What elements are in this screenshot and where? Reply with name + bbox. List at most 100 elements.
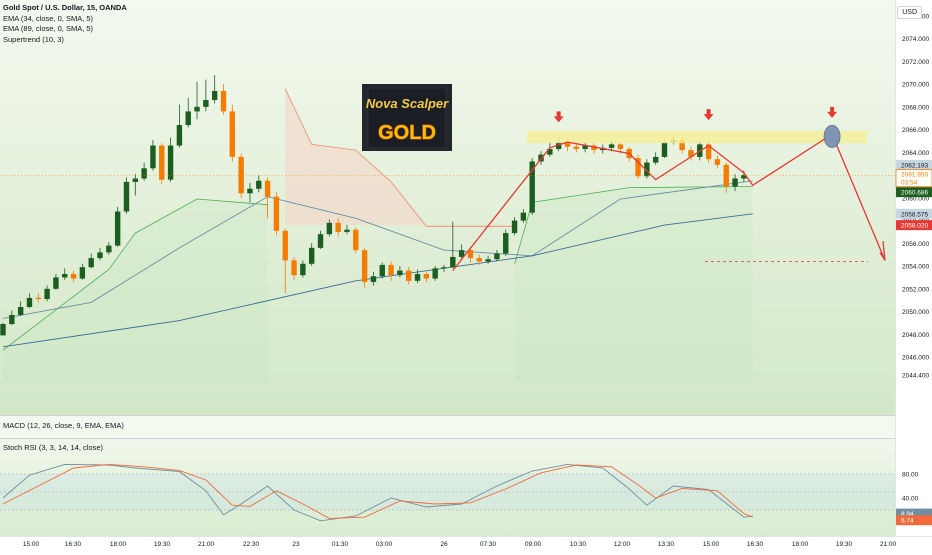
candle-body[interactable] xyxy=(167,145,174,180)
candle-body[interactable] xyxy=(203,100,209,107)
candle-body[interactable] xyxy=(317,234,324,248)
candle-body[interactable] xyxy=(150,145,156,169)
logo-subtitle: GOLD xyxy=(378,122,436,144)
candle-body[interactable] xyxy=(529,161,535,213)
candle-body[interactable] xyxy=(229,111,236,157)
candle-body[interactable] xyxy=(467,250,474,259)
resistance-zone[interactable] xyxy=(527,130,867,144)
candle-body[interactable] xyxy=(0,324,6,336)
candle-body[interactable] xyxy=(123,181,130,212)
candle-body[interactable] xyxy=(194,106,200,112)
ema89-price-tag-bg xyxy=(896,208,932,219)
candle-body[interactable] xyxy=(62,274,68,278)
supertrend-legend[interactable]: Supertrend (10, 3) xyxy=(3,34,64,44)
candle-body[interactable] xyxy=(247,188,253,194)
candle-body[interactable] xyxy=(441,267,447,269)
candle-body[interactable] xyxy=(370,276,377,282)
candle-body[interactable] xyxy=(344,229,350,232)
candle-body[interactable] xyxy=(494,253,500,260)
candle-body[interactable] xyxy=(53,277,59,289)
candle-body[interactable] xyxy=(361,250,368,282)
peak-marker[interactable] xyxy=(823,125,841,148)
candle-body[interactable] xyxy=(564,142,571,147)
time-axis[interactable] xyxy=(0,536,932,550)
symbol-title[interactable]: Gold Spot / U.S. Dollar, 15, OANDA xyxy=(3,3,127,12)
time-tick-label: 12:00 xyxy=(614,541,631,548)
candle-body[interactable] xyxy=(26,297,33,307)
candle-body[interactable] xyxy=(114,211,121,246)
candle-body[interactable] xyxy=(732,178,738,187)
candle-body[interactable] xyxy=(273,196,280,231)
candle-body[interactable] xyxy=(608,144,615,148)
candle-body[interactable] xyxy=(88,258,94,268)
candle-body[interactable] xyxy=(291,260,297,276)
candle-body[interactable] xyxy=(591,145,597,151)
time-tick-label: 21:00 xyxy=(880,541,897,548)
candle-body[interactable] xyxy=(414,274,421,281)
price-axis[interactable] xyxy=(895,0,932,536)
candle-body[interactable] xyxy=(309,247,315,264)
candle-body[interactable] xyxy=(282,230,288,261)
candle-body[interactable] xyxy=(688,150,694,157)
time-tick-label: 10:30 xyxy=(570,541,587,548)
candle-body[interactable] xyxy=(185,111,191,126)
candle-body[interactable] xyxy=(476,258,482,262)
candle-body[interactable] xyxy=(617,144,624,149)
currency-button[interactable]: USD xyxy=(897,6,922,19)
candle-body[interactable] xyxy=(106,245,112,253)
time-tick-label: 03:00 xyxy=(376,541,393,548)
candle-body[interactable] xyxy=(485,259,491,262)
candle-body[interactable] xyxy=(256,180,262,189)
ema-34-legend[interactable]: EMA (34, close, 0, SMA, 5) xyxy=(3,13,94,23)
candle-body[interactable] xyxy=(9,314,15,325)
candle-body[interactable] xyxy=(573,146,579,149)
candle-body[interactable] xyxy=(220,90,227,112)
candle-body[interactable] xyxy=(79,267,86,279)
candle-body[interactable] xyxy=(450,256,456,268)
candle-body[interactable] xyxy=(547,148,553,155)
candle-body[interactable] xyxy=(159,145,165,180)
candle-body[interactable] xyxy=(326,222,333,235)
candle-body[interactable] xyxy=(176,125,183,146)
candle-body[interactable] xyxy=(635,158,641,177)
candle-body[interactable] xyxy=(652,156,659,163)
candle-body[interactable] xyxy=(335,222,341,232)
rsi-tick-label: 40.00 xyxy=(902,496,919,503)
candle-body[interactable] xyxy=(705,144,712,160)
candle-body[interactable] xyxy=(238,156,244,194)
candle-body[interactable] xyxy=(35,297,41,300)
candle-body[interactable] xyxy=(741,175,747,179)
candle-body[interactable] xyxy=(388,264,394,276)
candle-body[interactable] xyxy=(406,270,412,281)
candle-body[interactable] xyxy=(661,142,668,157)
candle-body[interactable] xyxy=(511,220,518,234)
candle-body[interactable] xyxy=(644,162,650,177)
candle-body[interactable] xyxy=(44,288,50,300)
candle-body[interactable] xyxy=(300,263,306,276)
candle-body[interactable] xyxy=(353,229,359,251)
supertrend-up-line xyxy=(514,186,753,264)
stoch-rsi-legend[interactable]: Stoch RSI (3, 3, 14, 14, close) xyxy=(3,443,104,452)
ema-89-legend[interactable]: EMA (89, close, 0, SMA, 5) xyxy=(3,24,94,33)
time-tick-label: 26 xyxy=(440,541,448,548)
candle-body[interactable] xyxy=(458,250,465,257)
candle-body[interactable] xyxy=(379,264,385,277)
candle-body[interactable] xyxy=(503,233,509,254)
candle-body[interactable] xyxy=(423,274,430,279)
candle-body[interactable] xyxy=(17,306,24,315)
candle-body[interactable] xyxy=(582,145,588,149)
candle-body[interactable] xyxy=(211,90,218,101)
candle-body[interactable] xyxy=(132,178,138,182)
pattern-trendline[interactable] xyxy=(452,133,886,272)
candle-body[interactable] xyxy=(714,159,721,165)
candle-body[interactable] xyxy=(264,180,271,197)
candle-body[interactable] xyxy=(397,270,403,276)
macd-legend[interactable]: MACD (12, 26, close, 9, EMA, EMA) xyxy=(3,421,124,430)
candle-body[interactable] xyxy=(70,274,77,279)
candle-body[interactable] xyxy=(520,212,527,221)
candle-body[interactable] xyxy=(679,139,685,151)
candle-body[interactable] xyxy=(97,252,103,259)
candle-body[interactable] xyxy=(141,168,147,179)
candle-body[interactable] xyxy=(432,268,438,279)
